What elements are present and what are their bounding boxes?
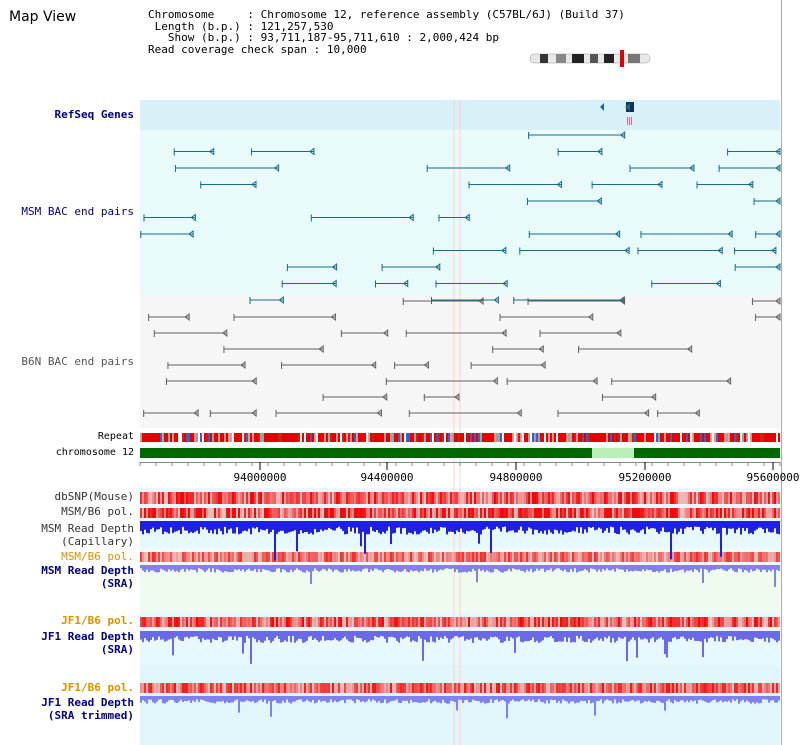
jf1-read-depth-trim-sub-label: (SRA trimmed) xyxy=(47,709,134,722)
axis-tick-label: 94000000 xyxy=(234,471,287,484)
refseq-genes-label: RefSeq Genes xyxy=(54,108,134,121)
length-label: Length (b.p.) xyxy=(154,19,241,33)
msm-b6-pol-label: MSM/B6 pol. xyxy=(61,505,134,518)
axis-tick-label: 94400000 xyxy=(361,471,414,484)
page-title: Map View xyxy=(9,9,77,25)
jf1-read-depth-sra-sub-label: (SRA) xyxy=(100,643,134,656)
dbsnp-label: dbSNP(Mouse) xyxy=(54,490,134,503)
msm-read-depth-sra-label: MSM Read Depth xyxy=(41,564,134,577)
length-value: 121,257,530 xyxy=(260,19,334,33)
jf1-read-depth-trim-label: JF1 Read Depth xyxy=(41,696,134,709)
msm-bac-pairs xyxy=(140,131,781,304)
chromosome-value: Chromosome 12, reference assembly (C57BL… xyxy=(260,8,625,21)
show-label: Show (b.p.) xyxy=(167,31,241,44)
chromosome-bar xyxy=(140,448,780,458)
chromosome-ideogram xyxy=(529,50,651,67)
msm-read-depth-cap-label: MSM Read Depth xyxy=(41,522,134,535)
b6n-bac-pairs xyxy=(143,297,781,417)
jf1-b6-pol-label: JF1/B6 pol. xyxy=(61,614,134,627)
axis-tick-label: 95600000 xyxy=(747,471,800,484)
b6n-bac-label: B6N BAC end pairs xyxy=(21,355,134,368)
msm-b6-pol-2-label: MSM/B6 pol. xyxy=(61,550,134,563)
axis-tick-label: 94800000 xyxy=(490,471,543,484)
coverage-label: Read coverage check span xyxy=(148,42,307,56)
refseq-top xyxy=(600,102,634,125)
coverage-value: 10,000 xyxy=(326,42,367,56)
header-info: Chromosome : Chromosome 12, reference as… xyxy=(148,8,625,56)
msm-bac-label: MSM BAC end pairs xyxy=(21,205,134,218)
show-value: 93,711,187-95,711,610 : 2,000,424 bp xyxy=(260,31,500,44)
msm-read-depth-cap-sub-label: (Capillary) xyxy=(61,535,134,548)
position-axis: 94000000 94400000 94800000 95200000 95600000 xyxy=(139,462,800,484)
axis-tick-label: 95200000 xyxy=(619,471,672,484)
msm-read-depth-sra-sub-label: (SRA) xyxy=(100,577,134,590)
jf1-read-depth-sra-label: JF1 Read Depth xyxy=(41,630,134,643)
chromosome-label: Chromosome xyxy=(148,8,215,21)
chromosome-label: chromosome 12 xyxy=(55,447,134,458)
jf1-b6-pol-2-label: JF1/B6 pol. xyxy=(61,681,134,694)
repeat-label: Repeat xyxy=(97,431,134,442)
polymorphism-heatmaps xyxy=(140,492,780,693)
read-depth-tracks xyxy=(140,521,780,719)
